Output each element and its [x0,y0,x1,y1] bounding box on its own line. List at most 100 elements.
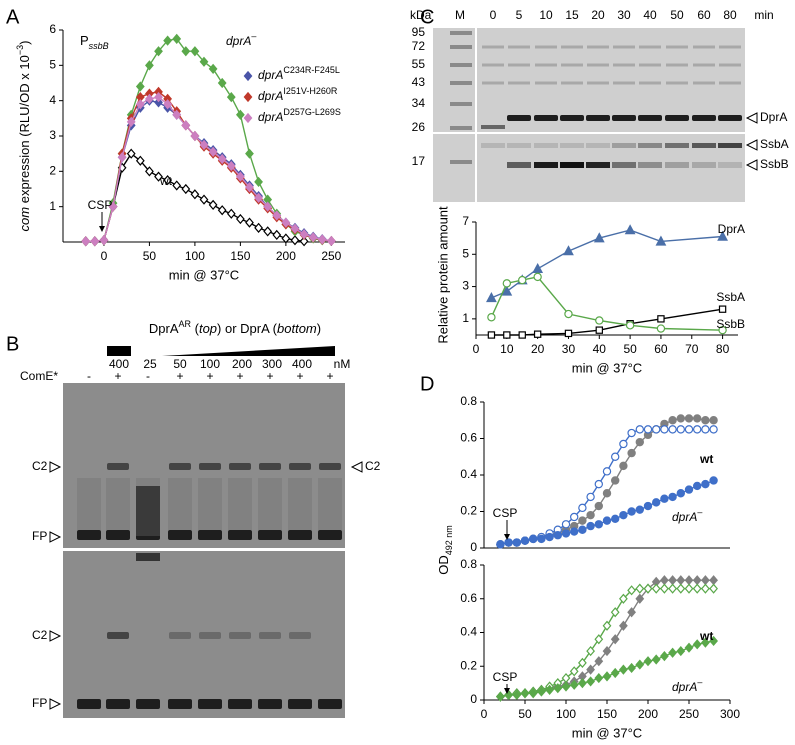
band [665,143,689,148]
data-point [660,494,669,503]
y-tick-label: 5 [49,58,56,72]
band [508,45,530,49]
text: OD [436,555,451,575]
data-point [496,540,505,549]
data-point [518,275,527,285]
series-label: SsbA [716,290,745,304]
data-point [627,428,636,438]
band [587,63,609,67]
data-point [684,583,694,594]
data-point [684,485,694,494]
text: ) or DprA ( [217,321,278,336]
data-point [235,109,245,120]
band [612,143,636,148]
text: dprA [258,68,283,82]
marker-band [450,81,472,85]
band-label: SsbA [760,137,789,151]
y-tick-label: 0.2 [460,658,477,672]
band [718,143,742,148]
data-point [586,521,595,531]
data-point [487,313,496,322]
band [535,81,557,85]
band-label: FP [32,696,47,710]
band [586,143,610,148]
data-point [172,33,182,44]
band [259,632,281,639]
annotation-arrowhead [504,534,510,540]
x-tick-label: 150 [597,707,617,721]
series-label: dprA– [226,31,256,48]
data-point [578,678,587,689]
kda-label: kDa [410,8,432,22]
data-point [181,46,191,57]
band [638,162,662,168]
series-line [85,91,332,242]
data-point [135,99,145,110]
marker-label: 43 [412,75,426,89]
data-point [676,414,686,423]
lane-label: 60 [697,8,711,22]
band [613,81,635,85]
legend-label: dprAI251V-H260R [258,86,338,103]
legend-label: dprAC234R-F245L [258,65,340,82]
data-point [235,213,245,225]
band [198,699,222,709]
marker-label: 26 [412,120,426,134]
x-axis-label: min @ 37°C [572,725,642,740]
data-point [254,176,263,188]
data-point [190,130,200,142]
data-point [217,77,227,89]
data-point [317,234,327,245]
band [693,81,715,85]
annotation: CSP [493,506,518,520]
data-point [299,236,309,247]
band [586,162,610,168]
text: DprA [149,321,179,336]
data-point [693,425,702,434]
concentration: 400 [292,357,312,371]
data-point [668,492,677,502]
band [535,45,557,49]
data-point [643,656,653,667]
arrowhead [49,630,62,642]
band [665,162,689,168]
smear [77,478,101,530]
data-point [624,224,636,235]
y-tick-label: 0.6 [460,591,477,605]
band [587,45,609,49]
text: – [251,31,256,41]
arrowhead [350,461,363,473]
band [534,143,558,148]
band [560,143,584,148]
data-point [684,642,694,653]
series-label: SsbB [716,317,745,331]
lane-label: 15 [565,8,579,22]
band [228,699,252,709]
band [169,463,191,470]
y-tick-label: 1 [462,311,469,325]
data-point [528,688,538,699]
data-point [504,689,513,701]
text: expression (RLU/OD x 10 [17,55,32,207]
band [508,81,530,85]
lane-sign: + [236,369,243,383]
y-tick-label: 3 [462,279,469,293]
data-point [692,639,702,650]
y-tick-label: 1 [49,199,56,213]
data-point [537,534,546,544]
data-point [611,514,620,524]
data-point [226,92,236,103]
band-label: SsbB [760,157,789,171]
smear [288,478,312,530]
band [665,115,689,121]
band [560,115,584,121]
text: dprA [672,680,697,694]
panel-letter: C [420,6,434,28]
smear [318,478,342,530]
legend-marker [243,91,253,103]
data-point [135,81,145,92]
data-point [520,688,530,699]
data-point [569,679,579,690]
x-tick-label: 10 [500,342,514,356]
band [693,63,715,67]
